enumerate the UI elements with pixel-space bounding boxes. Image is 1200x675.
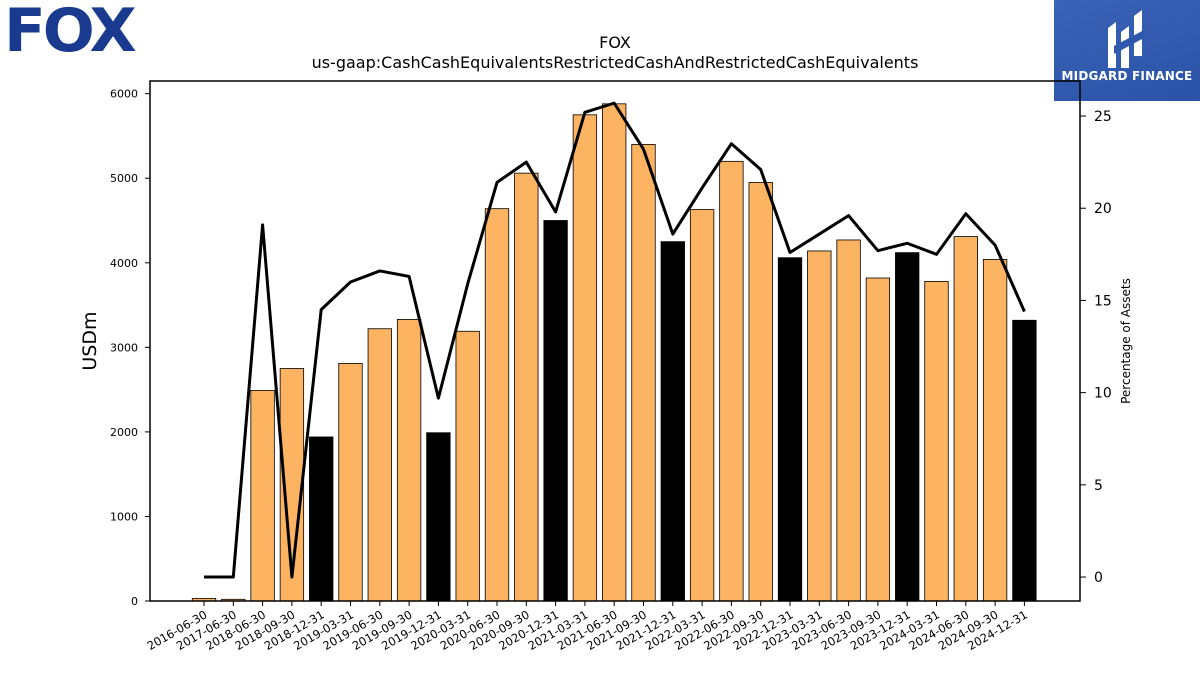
chart-title: FOX xyxy=(599,33,631,52)
bar-2021-09-30 xyxy=(631,144,656,602)
y2-tick-label-10: 10 xyxy=(1094,386,1112,402)
y-tick-label-6000: 6000 xyxy=(110,88,138,101)
plot-frame xyxy=(149,80,1081,602)
y-tick-label-0: 0 xyxy=(131,595,138,608)
bar-2024-09-30 xyxy=(982,259,1008,602)
y2-tick-label-25: 25 xyxy=(1094,109,1112,125)
bar-2018-12-31 xyxy=(309,436,334,602)
bar-2023-12-31 xyxy=(895,252,920,602)
bar-2022-12-31 xyxy=(777,257,803,602)
bar-2020-09-30 xyxy=(514,172,539,602)
y-tick-label-1000: 1000 xyxy=(110,510,138,523)
midgard-emblem-icon xyxy=(1108,10,1144,68)
bar-2024-06-30 xyxy=(953,236,978,602)
y-tick-label-3000: 3000 xyxy=(110,341,138,354)
y2-tick-label-0: 0 xyxy=(1094,570,1103,586)
bar-2023-03-31 xyxy=(807,250,832,602)
bar-2022-06-30 xyxy=(719,160,744,602)
bar-2020-03-31 xyxy=(455,330,480,602)
bar-2023-09-30 xyxy=(865,277,891,602)
bar-2018-06-30 xyxy=(250,390,275,602)
y-axis-label: USDm xyxy=(79,311,101,370)
y-tick-label-4000: 4000 xyxy=(110,257,138,270)
bar-2019-06-30 xyxy=(367,328,392,602)
bar-2022-03-31 xyxy=(689,209,715,602)
y2-tick-label-5: 5 xyxy=(1094,478,1103,494)
bar-2024-12-31 xyxy=(1012,319,1037,602)
midgard-finance-logo: MIDGARD FINANCE xyxy=(1054,0,1200,101)
bar-2019-09-30 xyxy=(396,319,422,602)
y2-tick-label-20: 20 xyxy=(1094,201,1112,217)
midgard-finance-label: MIDGARD FINANCE xyxy=(1061,69,1193,83)
bar-2019-12-31 xyxy=(426,432,451,602)
y2-tick-label-15: 15 xyxy=(1094,293,1112,309)
bar-2020-12-31 xyxy=(543,220,568,602)
fox-logo: FOX xyxy=(4,0,137,64)
bar-2024-03-31 xyxy=(924,280,949,602)
y-tick-label-5000: 5000 xyxy=(110,172,138,185)
bar-2019-03-31 xyxy=(338,363,363,602)
bar-2021-12-31 xyxy=(660,241,685,602)
y-tick-label-2000: 2000 xyxy=(110,426,138,439)
bar-2021-03-31 xyxy=(572,114,598,602)
bar-2021-06-30 xyxy=(602,103,627,602)
y2-axis-label: Percentage of Assets xyxy=(1119,278,1133,404)
bar-2022-09-30 xyxy=(748,182,773,602)
bar-2020-06-30 xyxy=(484,208,510,602)
fox-logo-text: FOX xyxy=(4,0,137,66)
bar-2023-06-30 xyxy=(836,239,861,602)
chart-subtitle: us-gaap:CashCashEquivalentsRestrictedCas… xyxy=(311,53,919,72)
